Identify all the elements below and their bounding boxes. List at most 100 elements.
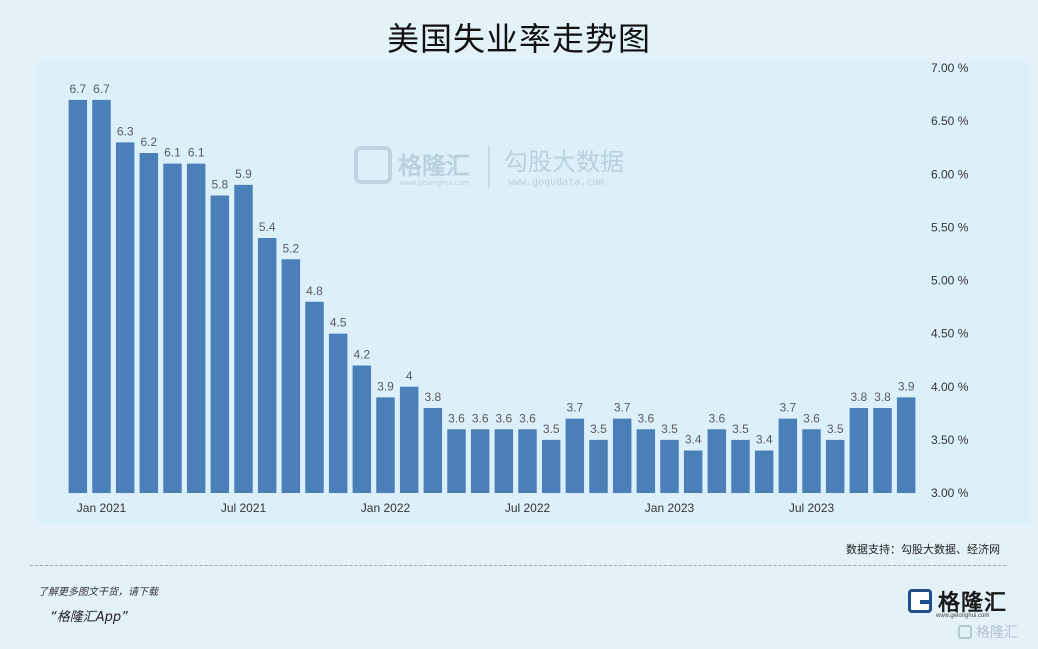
chart-title: 美国失业率走势图 [386, 20, 651, 58]
bar-data-label: 5.8 [211, 178, 228, 192]
bar-data-label: 3.6 [708, 411, 725, 425]
y-tick-label: 7.00 % [931, 62, 969, 75]
bar-data-label: 3.7 [566, 401, 583, 415]
y-tick-label: 5.00 % [931, 274, 969, 288]
bar [518, 429, 537, 493]
bar-data-label: 3.6 [637, 411, 654, 425]
bar [636, 429, 656, 493]
bar-data-label: 6.1 [164, 146, 181, 160]
x-axis: Jan 2021 Jul 2021 Jan 2022 Jul 2022 Jan 2023… [77, 501, 835, 515]
bar [163, 163, 182, 493]
bar-data-label: 3.9 [898, 379, 915, 393]
bar-data-label: 4 [406, 369, 413, 383]
bar [873, 408, 892, 493]
footer-divider [30, 565, 1006, 566]
bar-data-label: 4.5 [330, 316, 347, 330]
bar [541, 439, 561, 494]
bar-data-label: 3.5 [732, 422, 749, 436]
bar-data-label: 3.6 [803, 411, 820, 425]
brand-domain: www.gelonghui.com [936, 613, 990, 619]
bar [68, 99, 88, 494]
watermark-brand: 格隆汇 [398, 152, 470, 180]
watermark-partner: 勾股大数据 [504, 148, 624, 176]
watermark-logo-icon [354, 146, 392, 184]
y-tick-label: 6.50 % [931, 114, 969, 128]
x-tick-label: Jul 2022 [505, 501, 551, 515]
bar [447, 429, 466, 493]
bar-chart: 格隆汇 www.gelonghui.com 勾股大数据 www.gogudata… [68, 62, 969, 515]
y-axis: 3.00 % 3.50 % 4.00 % 4.50 % 5.00 % 5.50 % 6.00… [931, 62, 969, 500]
bar-data-label: 6.3 [117, 124, 134, 138]
bar [778, 418, 798, 494]
brand-name: 格隆汇 [938, 591, 1008, 616]
bar-data-label: 4.8 [306, 284, 323, 298]
bar [305, 301, 324, 493]
bar [139, 153, 159, 493]
bar-data-label: 3.4 [685, 433, 702, 447]
bar-data-label: 5.2 [282, 241, 299, 255]
watermark-brand-domain: www.gelonghui.com [399, 179, 470, 187]
bar-data-label: 6.2 [140, 135, 157, 149]
bar-data-label: 3.5 [827, 422, 844, 436]
footer-download-hint: 了解更多图文干货，请下载 [38, 587, 158, 598]
x-tick-label: Jul 2021 [221, 501, 267, 515]
bar [423, 408, 443, 493]
bar-data-label: 3.9 [377, 379, 394, 393]
bar-data-label: 3.4 [756, 433, 773, 447]
bar-data-label: 4.2 [353, 348, 370, 362]
data-source-note: 数据支持：勾股大数据、经济网 [846, 543, 1000, 556]
bar-data-label: 3.5 [661, 422, 678, 436]
bar-data-label: 3.6 [472, 411, 489, 425]
brand-logo: 格隆汇 [908, 586, 1007, 616]
bar-data-label: 6.7 [69, 82, 86, 96]
bar-data-label: 5.9 [235, 167, 252, 181]
y-tick-label: 3.00 % [931, 486, 969, 500]
corner-watermark: 格隆汇 [958, 622, 1018, 642]
bar [849, 408, 869, 493]
bar [352, 365, 372, 493]
y-tick-label: 5.50 % [931, 220, 969, 234]
bar-data-label: 3.8 [424, 390, 441, 404]
bar-data-label: 3.6 [448, 411, 465, 425]
bar [754, 450, 774, 493]
bar [731, 439, 750, 494]
x-tick-label: Jul 2023 [789, 501, 835, 515]
bar-data-label: 3.7 [614, 401, 631, 415]
bar [115, 142, 135, 494]
chart-area: 格隆汇 www.gelonghui.com 勾股大数据 www.gogudata… [38, 62, 1030, 524]
x-tick-label: Jan 2022 [361, 501, 411, 515]
bar [234, 184, 253, 493]
bar [707, 429, 727, 493]
bar [565, 418, 585, 494]
bar [257, 238, 277, 493]
y-tick-label: 3.50 % [931, 433, 969, 447]
data-labels: 6.7 6.7 6.3 6.2 6.1 6.1 5.8 5.9 5.4 5.2 4.8 4.5 4.2 3… [69, 82, 914, 447]
x-tick-label: Jan 2021 [77, 501, 127, 515]
bar-data-label: 6.1 [188, 146, 205, 160]
bar [802, 429, 821, 493]
y-tick-label: 4.00 % [931, 380, 969, 394]
bar [328, 333, 348, 494]
bar-data-label: 3.8 [850, 390, 867, 404]
watermark-partner-domain: www.gogudata.com [508, 177, 604, 188]
bar [660, 439, 679, 494]
bar [825, 439, 845, 494]
bar [683, 450, 703, 493]
bar-data-label: 3.8 [874, 390, 891, 404]
bar [92, 99, 111, 494]
bar [470, 429, 490, 493]
bar-data-label: 3.5 [543, 422, 560, 436]
bar-data-label: 3.6 [519, 411, 536, 425]
footer-app-name: “格隆汇App” [50, 610, 128, 625]
watermark: 格隆汇 www.gelonghui.com 勾股大数据 www.gogudata… [354, 146, 624, 188]
bar [494, 429, 514, 493]
bar-data-label: 5.4 [259, 220, 276, 234]
bar [612, 418, 632, 494]
bar-data-label: 6.7 [93, 82, 110, 96]
bar [281, 259, 301, 493]
bar [589, 439, 608, 494]
bar [896, 397, 916, 494]
bar-series [68, 99, 916, 494]
bar-data-label: 3.7 [779, 401, 796, 415]
y-tick-label: 4.50 % [931, 327, 969, 341]
